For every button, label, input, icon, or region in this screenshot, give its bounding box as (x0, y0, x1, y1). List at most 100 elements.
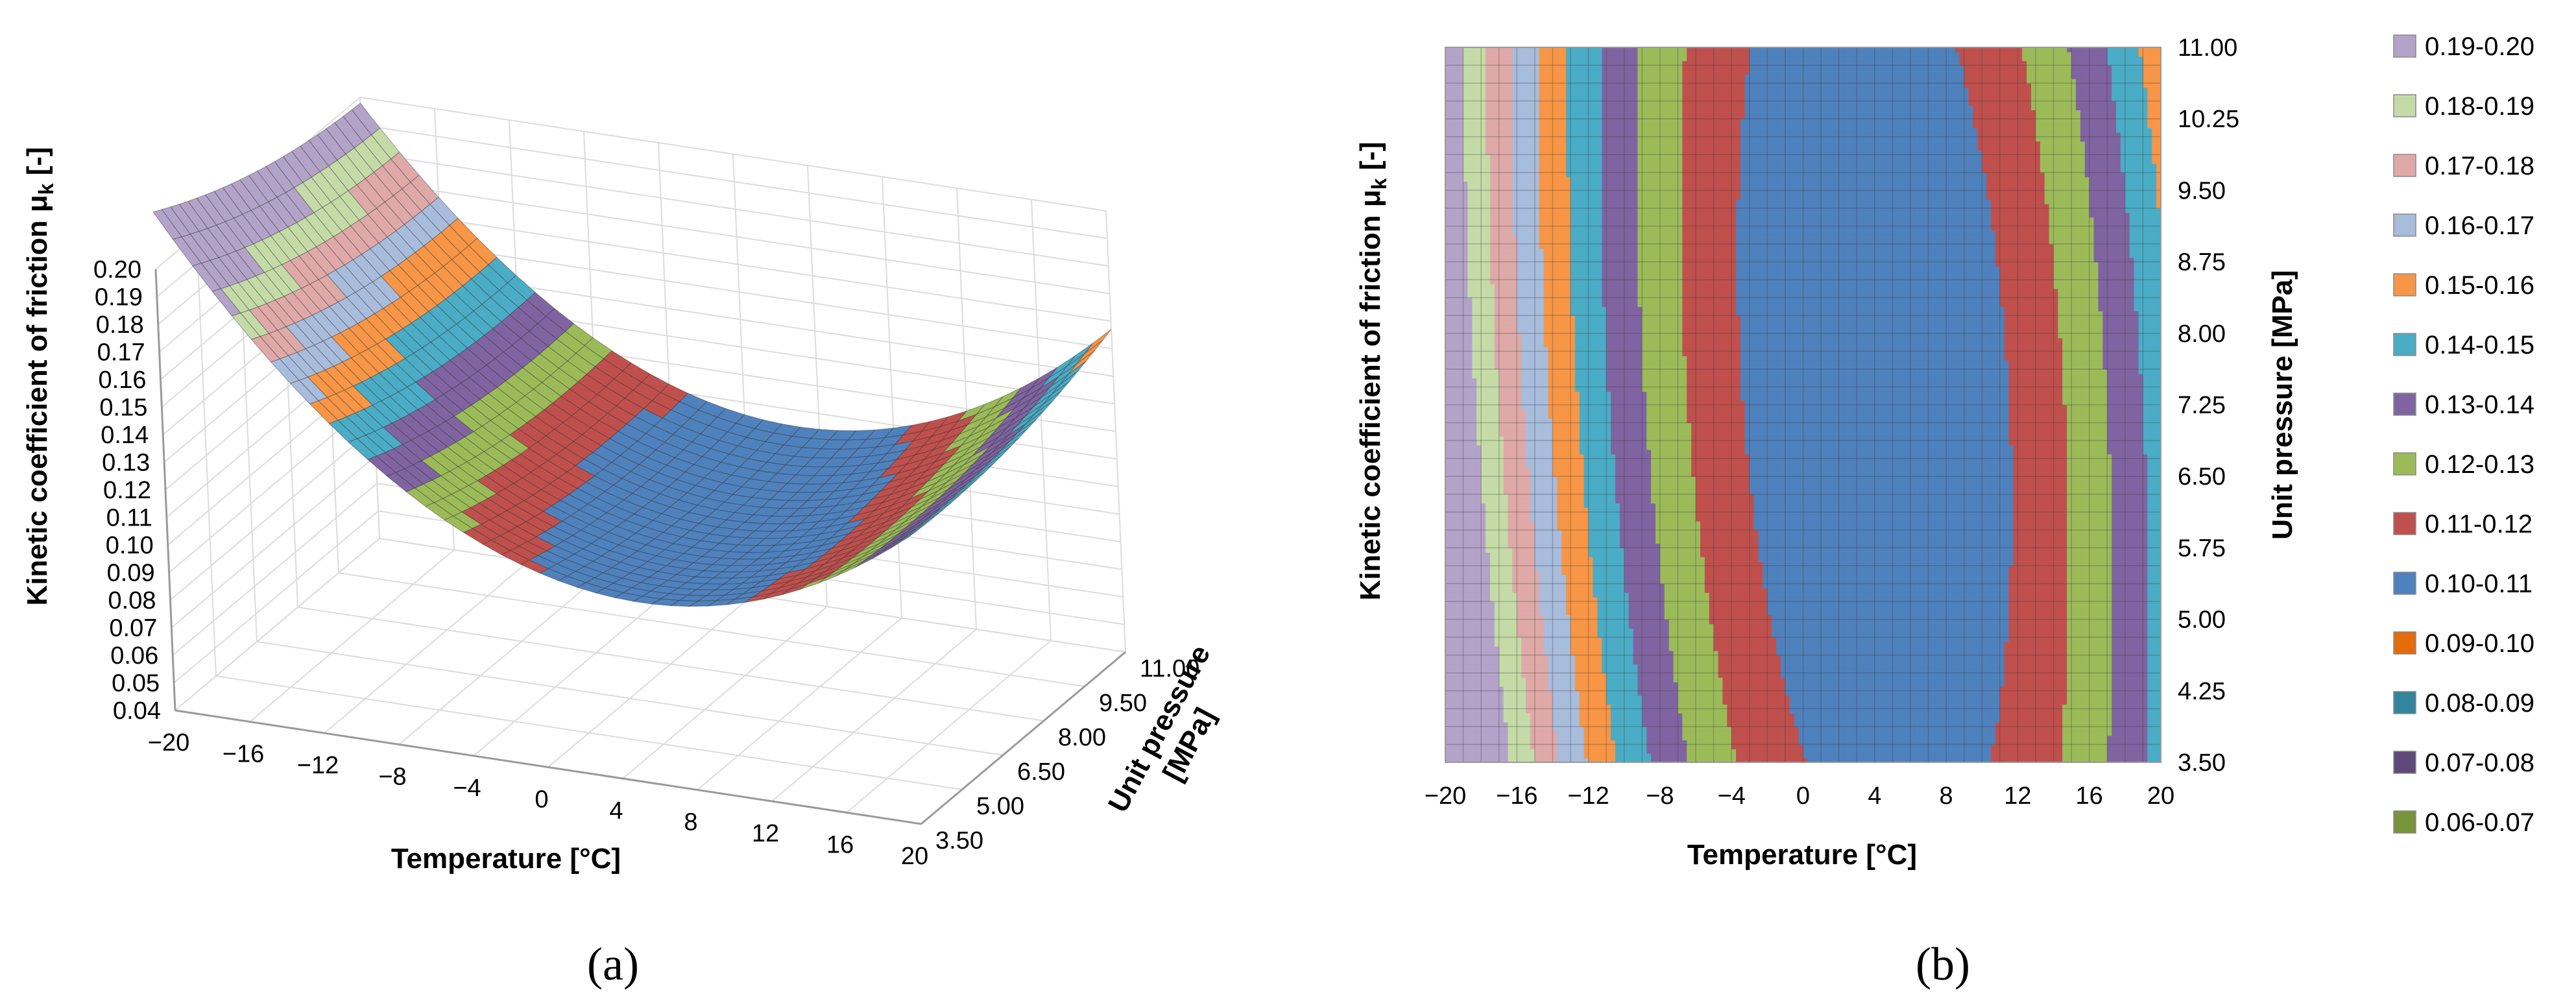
contour-cell (1454, 190, 1459, 195)
contour-cell (1450, 374, 1454, 378)
contour-cell (1454, 128, 1459, 132)
contour-cell (1467, 637, 1472, 642)
contour-cell (1454, 539, 1459, 544)
x-tick-label: −12 (297, 752, 339, 779)
contour-cell (1463, 512, 1468, 516)
contour-cell (1445, 753, 1450, 758)
contour-cell (1450, 450, 1454, 454)
contour-cell (1472, 637, 1476, 642)
contour-cell (1450, 601, 1454, 606)
contour-cell (1463, 601, 1468, 606)
contour-cell (1467, 378, 1472, 383)
contour-cell (1463, 557, 1468, 561)
contour-cell (1472, 199, 1476, 204)
contour-cell (1445, 141, 1450, 146)
contour-cell (1450, 516, 1454, 521)
contour-cell (1463, 431, 1468, 436)
contour-cell (1467, 445, 1472, 450)
contour-cell (1463, 208, 1468, 213)
contour-cell (1454, 177, 1459, 182)
contour-cell (1472, 481, 1476, 485)
contour-cell (1454, 570, 1459, 575)
contour-cell (1467, 566, 1472, 570)
contour-cell (1472, 315, 1476, 320)
contour-cell (1463, 378, 1468, 383)
contour-cell (1445, 56, 1450, 61)
contour-cell (1463, 324, 1468, 329)
contour-cell (1472, 343, 1476, 347)
contour-cell (1463, 713, 1468, 718)
contour-cell (1467, 92, 1472, 97)
contour-cell (1450, 226, 1454, 231)
contour-cell (1454, 566, 1459, 570)
contour-cell (1445, 320, 1450, 324)
contour-cell (1454, 575, 1459, 579)
contour-cell (1450, 360, 1454, 365)
contour-cell (1472, 306, 1476, 311)
contour-cell (1472, 736, 1476, 740)
contour-cell (1454, 459, 1459, 463)
contour-cell (1454, 677, 1459, 682)
contour-cell (1472, 88, 1476, 92)
contour-cell (1472, 405, 1476, 409)
contour-cell (1467, 713, 1472, 718)
contour-cell (1454, 69, 1459, 74)
contour-cell (1467, 298, 1472, 302)
contour-cell (1472, 592, 1476, 597)
contour-cell (1463, 677, 1468, 682)
contour-cell (1463, 481, 1468, 485)
contour-cell (1454, 320, 1459, 324)
contour-cell (1450, 481, 1454, 485)
contour-cell (1467, 610, 1472, 615)
contour-cell (1450, 628, 1454, 633)
contour-cell (1445, 92, 1450, 97)
contour-cell (1445, 673, 1450, 677)
z-tick-label: 0.16 (99, 367, 147, 394)
contour-cell (1467, 552, 1472, 557)
contour-cell (1445, 356, 1450, 360)
contour-cell (1467, 682, 1472, 686)
floor-gridline (250, 550, 454, 722)
contour-cell (1445, 516, 1450, 521)
contour-cell (1467, 69, 1472, 74)
contour-cell (1467, 141, 1472, 146)
contour-cell (1454, 208, 1459, 213)
contour-cell (1454, 655, 1459, 660)
contour-cell (1467, 154, 1472, 159)
contour-cell (1472, 552, 1476, 557)
contour-cell (1445, 494, 1450, 499)
sidewall-gridline (171, 456, 376, 628)
x-tick-label: −20 (148, 729, 189, 756)
contour-cell (1450, 744, 1454, 749)
contour-cell (1450, 494, 1454, 499)
contour-cell (1445, 503, 1450, 508)
contour-cell (1463, 146, 1468, 151)
contour-cell (1472, 620, 1476, 624)
contour-cell (1463, 405, 1468, 409)
z-tick-label: 0.07 (109, 615, 157, 642)
contour-cell (1463, 749, 1468, 753)
panel-a-surface-plot: 0.040.050.060.070.080.090.100.110.120.13… (21, 97, 1246, 990)
contour-cell (1454, 713, 1459, 718)
contour-cell (1472, 623, 1476, 628)
contour-cell (1445, 66, 1450, 70)
contour-cell (1467, 173, 1472, 177)
contour-cell (1463, 315, 1468, 320)
contour-cell (1445, 441, 1450, 445)
contour-cell (1463, 673, 1468, 677)
contour-cell (1450, 476, 1454, 481)
contour-cell (1467, 494, 1472, 499)
contour-cell (1467, 673, 1472, 677)
contour-cell (1450, 123, 1454, 128)
contour-cell (1472, 320, 1476, 324)
contour-cell (1467, 459, 1472, 463)
contour-cell (1463, 217, 1468, 222)
x-tick-label: 16 (826, 832, 854, 859)
contour-cell (1467, 177, 1472, 182)
contour-cell (1454, 695, 1459, 700)
contour-cell (1467, 360, 1472, 365)
contour-cell (1445, 378, 1450, 383)
contour-cell (1467, 351, 1472, 356)
contour-cell (1467, 535, 1472, 539)
floor-gridline (847, 641, 1051, 813)
